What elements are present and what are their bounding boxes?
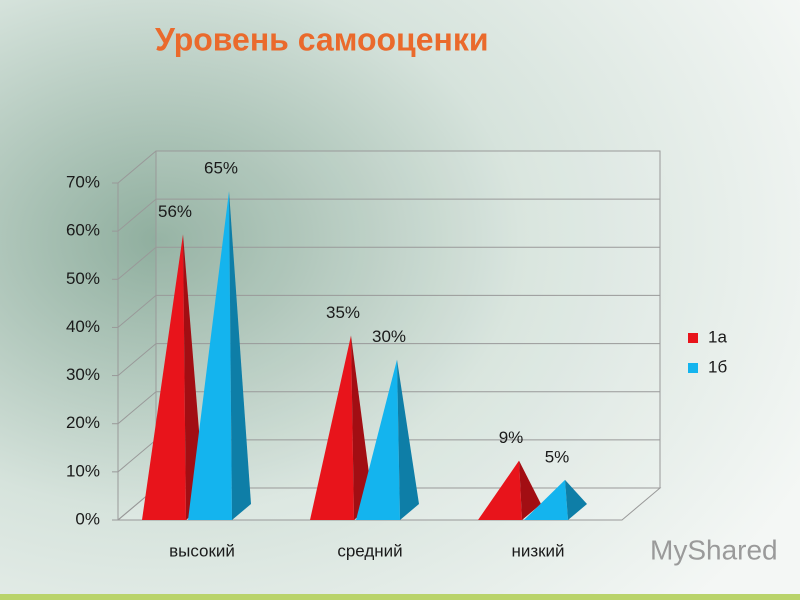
legend-swatch	[688, 333, 698, 343]
legend-label: 1б	[708, 357, 727, 376]
value-label: 35%	[326, 303, 360, 322]
pyramid-side	[397, 359, 419, 520]
y-tick-label: 70%	[66, 172, 100, 191]
y-tick-label: 10%	[66, 461, 100, 480]
y-tick-label: 50%	[66, 269, 100, 288]
legend-swatch	[688, 363, 698, 373]
value-label: 65%	[204, 159, 238, 178]
value-label: 9%	[499, 428, 524, 447]
y-tick-label: 40%	[66, 317, 100, 336]
pyramid	[356, 359, 419, 520]
y-tick-label: 60%	[66, 221, 100, 240]
pyramid-front	[524, 479, 568, 520]
pyramid	[524, 479, 587, 520]
pyramid	[188, 191, 251, 521]
pyramid-front	[356, 359, 400, 520]
grid-line	[117, 343, 660, 376]
x-tick-label: средний	[337, 541, 402, 560]
pyramid-front	[478, 460, 522, 520]
grid-line	[117, 294, 660, 328]
watermark: MyShared	[650, 534, 778, 565]
value-label: 30%	[372, 327, 406, 346]
pyramid-side	[565, 479, 587, 520]
y-tick-label: 0%	[75, 509, 100, 528]
grid-line	[117, 150, 660, 184]
value-label: 56%	[158, 202, 192, 221]
pyramid-front	[310, 335, 354, 520]
grid-line	[117, 391, 660, 425]
pyramid-front	[188, 191, 232, 521]
grid-line	[117, 198, 660, 232]
pyramid-side	[519, 460, 541, 520]
pyramid	[310, 335, 373, 520]
y-tick-label: 30%	[66, 365, 100, 384]
grid-line	[117, 246, 660, 280]
pyramid-side	[229, 191, 251, 521]
value-label: 5%	[545, 447, 570, 466]
footer-strip	[0, 594, 800, 600]
x-tick-label: высокий	[169, 541, 235, 560]
pyramid-front	[142, 234, 186, 520]
chart-title: Уровень самооценки	[155, 21, 489, 57]
pyramid	[478, 460, 541, 520]
y-tick-label: 20%	[66, 413, 100, 432]
legend-label: 1а	[708, 327, 727, 346]
pyramid-side	[351, 335, 373, 520]
x-tick-label: низкий	[511, 541, 564, 560]
